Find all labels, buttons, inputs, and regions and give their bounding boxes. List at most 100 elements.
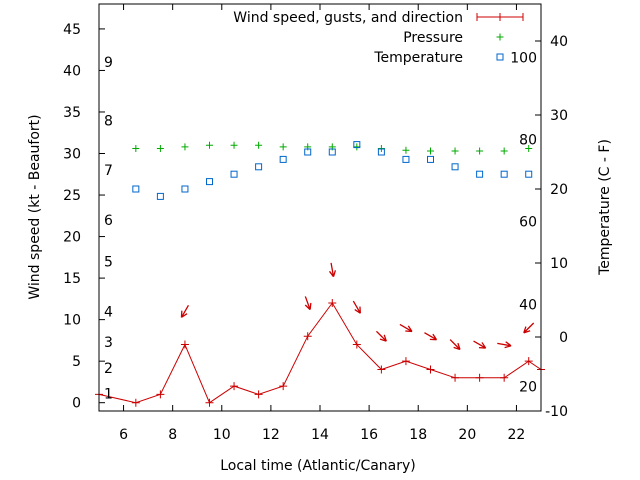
wind-speed-point — [401, 357, 410, 366]
gust-direction-arrow — [180, 304, 190, 318]
pressure-point — [476, 147, 484, 155]
y-left-tick-label: 5 — [72, 354, 81, 370]
y-left-tick-label: 45 — [63, 22, 81, 38]
beaufort-label: 4 — [104, 304, 113, 320]
legend-marker-wind — [496, 13, 504, 21]
pressure-point — [181, 143, 189, 151]
pressure-point — [525, 145, 533, 153]
beaufort-label: 7 — [104, 163, 113, 179]
pressure-point — [279, 143, 287, 151]
x-tick-label: 20 — [458, 427, 476, 443]
legend-marker-pressure — [496, 33, 504, 41]
wind-speed-point — [426, 365, 435, 374]
x-axis-title: Local time (Atlantic/Canary) — [220, 458, 416, 474]
pressure-point — [132, 145, 140, 153]
temperature-point — [525, 170, 533, 178]
x-tick-label: 6 — [119, 427, 128, 443]
x-tick-label: 18 — [409, 427, 427, 443]
temperature-point — [255, 163, 263, 171]
x-tick-label: 22 — [508, 427, 526, 443]
temperature-point — [304, 148, 312, 156]
gust-direction-arrow — [352, 300, 361, 314]
plot-frame — [98, 3, 542, 412]
y-axis-left-title: Wind speed (kt - Beaufort) — [27, 114, 43, 299]
gust-direction-arrow — [304, 296, 312, 311]
gust-direction-arrow — [399, 323, 413, 333]
fahrenheit-label: 60 — [519, 215, 537, 231]
y-right-tick-label: -10 — [545, 404, 568, 420]
beaufort-label: 1 — [104, 387, 113, 403]
legend-label: Wind speed, gusts, and direction — [233, 10, 463, 26]
y-left-tick-label: 15 — [63, 271, 81, 287]
y-left-tick-label: 40 — [63, 63, 81, 79]
pressure-point — [156, 145, 164, 153]
y-left-tick-label: 30 — [63, 147, 81, 163]
wind-speed-point — [475, 373, 484, 382]
y-right-tick-label: 30 — [550, 108, 568, 124]
temperature-point — [402, 155, 410, 163]
x-tick-label: 12 — [262, 427, 280, 443]
fahrenheit-label: 20 — [519, 380, 537, 396]
wind-speed-point — [131, 398, 140, 407]
fahrenheit-label: 100 — [510, 50, 537, 66]
legend: Wind speed, gusts, and direction Pressure… — [233, 10, 524, 66]
x-tick-label: 10 — [213, 427, 231, 443]
pressure-point — [206, 141, 213, 149]
temperature-point — [353, 141, 361, 149]
beaufort-label: 5 — [104, 254, 113, 270]
y-right-tick-label: 20 — [550, 182, 568, 198]
beaufort-label: 8 — [104, 113, 113, 129]
pressure-point — [451, 147, 459, 155]
gust-direction-arrow — [473, 340, 487, 349]
gust-direction-arrow — [449, 339, 461, 351]
beaufort-label: 6 — [104, 213, 113, 229]
legend-label: Pressure — [403, 30, 463, 46]
wind-speed-point — [524, 357, 533, 366]
wind-speed-point — [303, 332, 312, 341]
gust-direction-arrow — [523, 322, 535, 334]
y-axis-right-title: Temperature (C - F) — [597, 139, 613, 276]
wind-speed-point — [230, 382, 239, 391]
x-tick-label: 8 — [168, 427, 177, 443]
pressure-point — [500, 147, 508, 155]
temperature-point — [230, 170, 238, 178]
pressure-point — [230, 141, 238, 149]
temperature-point — [181, 185, 189, 193]
gust-direction-arrow — [328, 262, 337, 278]
wind-speed-point — [500, 373, 509, 382]
temperature-point — [500, 170, 508, 178]
y-left-tick-label: 35 — [63, 105, 81, 121]
pressure-point — [255, 141, 263, 149]
wind-speed-point — [451, 373, 460, 382]
pressure-point — [402, 146, 410, 154]
temperature-point — [156, 192, 164, 200]
temperature-point — [132, 185, 140, 193]
y-right-tick-label: 10 — [550, 256, 568, 272]
wind-speed-line — [98, 302, 542, 404]
gust-direction-arrow — [424, 332, 438, 341]
beaufort-label: 3 — [104, 335, 113, 351]
temperature-point — [377, 148, 385, 156]
pressure-point — [353, 143, 361, 151]
temperature-point — [328, 148, 336, 156]
wind-speed-point — [377, 365, 386, 374]
temperature-point — [206, 178, 213, 186]
wind-speed-point — [352, 340, 361, 349]
plot-area — [95, 141, 545, 407]
temperature-point — [476, 170, 484, 178]
y-left-tick-label: 10 — [63, 313, 81, 329]
y-right-tick-label: 0 — [559, 330, 568, 346]
temperature-point — [427, 155, 434, 163]
wind-speed-point — [205, 398, 214, 407]
gust-direction-arrow — [375, 330, 387, 342]
gust-direction-arrow — [497, 341, 512, 349]
wind-speed-point — [279, 382, 288, 391]
y-right-tick-label: 40 — [550, 34, 568, 50]
beaufort-label: 9 — [104, 55, 113, 71]
wind-speed-point — [156, 390, 165, 399]
fahrenheit-label: 40 — [519, 297, 537, 313]
temperature-point — [279, 155, 287, 163]
temperature-point — [451, 163, 459, 171]
legend-label: Temperature — [373, 50, 463, 66]
